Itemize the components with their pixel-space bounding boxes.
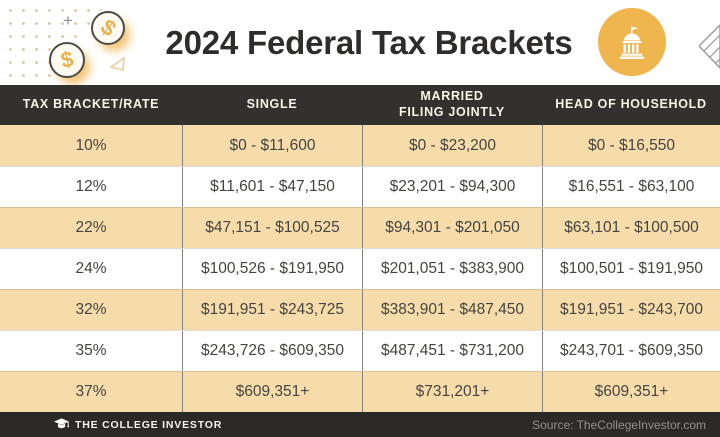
- capitol-building-icon: [619, 26, 645, 59]
- rate-cell: 12%: [75, 178, 107, 195]
- plus-icon: +: [63, 11, 73, 30]
- married-range-cell: $23,201 - $94,300: [362, 167, 542, 207]
- table-row: 22% $47,151 - $100,525 $94,301 - $201,05…: [0, 207, 720, 248]
- single-range-cell: $609,351+: [182, 372, 362, 412]
- single-range-cell: $0 - $11,600: [182, 125, 362, 166]
- hoh-range-cell: $100,501 - $191,950: [542, 249, 720, 289]
- hoh-range-cell: $609,351+: [542, 372, 720, 412]
- dollar-sign-icon: $: [58, 46, 76, 74]
- brand-logo: THE COLLEGE INVESTOR: [54, 418, 222, 431]
- column-header-head-of-household: HEAD OF HOUSEHOLD: [555, 97, 707, 112]
- capitol-badge: [598, 8, 666, 76]
- married-range-cell: $383,901 - $487,450: [362, 290, 542, 330]
- hoh-range-cell: $16,551 - $63,100: [542, 167, 720, 207]
- dollar-sign-icon: $: [95, 13, 121, 42]
- hoh-range-cell: $191,951 - $243,700: [542, 290, 720, 330]
- table-row: 35% $243,726 - $609,350 $487,451 - $731,…: [0, 330, 720, 371]
- rate-cell: 32%: [75, 301, 107, 318]
- triangle-outline-icon: [109, 55, 127, 76]
- rate-cell: 10%: [75, 136, 107, 154]
- dollar-coin-icon: $: [91, 11, 125, 45]
- hoh-range-cell: $0 - $16,550: [542, 125, 720, 166]
- table-row: 37% $609,351+ $731,201+ $609,351+: [0, 371, 720, 412]
- table-row: 10% $0 - $11,600 $0 - $23,200 $0 - $16,5…: [0, 125, 720, 166]
- column-header-married-joint: MARRIED FILING JOINTLY: [399, 89, 505, 119]
- married-range-cell: $731,201+: [362, 372, 542, 412]
- table-header-row: TAX BRACKET/RATE SINGLE MARRIED FILING J…: [0, 85, 720, 125]
- single-range-cell: $191,951 - $243,725: [182, 290, 362, 330]
- hoh-range-cell: $243,701 - $609,350: [542, 331, 720, 371]
- table-row: 24% $100,526 - $191,950 $201,051 - $383,…: [0, 248, 720, 289]
- hoh-range-cell: $63,101 - $100,500: [542, 208, 720, 248]
- table-row: 32% $191,951 - $243,725 $383,901 - $487,…: [0, 289, 720, 330]
- single-range-cell: $11,601 - $47,150: [182, 167, 362, 207]
- single-range-cell: $243,726 - $609,350: [182, 331, 362, 371]
- rate-cell: 24%: [75, 260, 107, 277]
- footer-bar: THE COLLEGE INVESTOR Source: TheCollegeI…: [0, 412, 720, 437]
- married-range-cell: $0 - $23,200: [362, 125, 542, 166]
- brand-name: THE COLLEGE INVESTOR: [75, 418, 223, 431]
- rate-cell: 37%: [75, 383, 107, 400]
- table-row: 12% $11,601 - $47,150 $23,201 - $94,300 …: [0, 166, 720, 207]
- married-range-cell: $201,051 - $383,900: [362, 249, 542, 289]
- tax-brackets-table: TAX BRACKET/RATE SINGLE MARRIED FILING J…: [0, 85, 720, 412]
- rate-cell: 22%: [75, 219, 107, 236]
- single-range-cell: $100,526 - $191,950: [182, 249, 362, 289]
- page-title: 2024 Federal Tax Brackets: [165, 23, 573, 61]
- source-text: Source: TheCollegeInvestor.com: [532, 417, 706, 432]
- single-range-cell: $47,151 - $100,525: [182, 208, 362, 248]
- graduation-cap-icon: [54, 418, 69, 429]
- dollar-coin-icon: $: [49, 42, 85, 78]
- hatched-triangle-icon: [698, 24, 720, 74]
- column-header-single: SINGLE: [246, 97, 298, 112]
- title-bar: + $ $ 2024 Federal Tax Brackets: [0, 0, 720, 85]
- rate-cell: 35%: [75, 342, 107, 359]
- column-header-rate: TAX BRACKET/RATE: [22, 97, 160, 112]
- married-range-cell: $487,451 - $731,200: [362, 331, 542, 371]
- married-range-cell: $94,301 - $201,050: [362, 208, 542, 248]
